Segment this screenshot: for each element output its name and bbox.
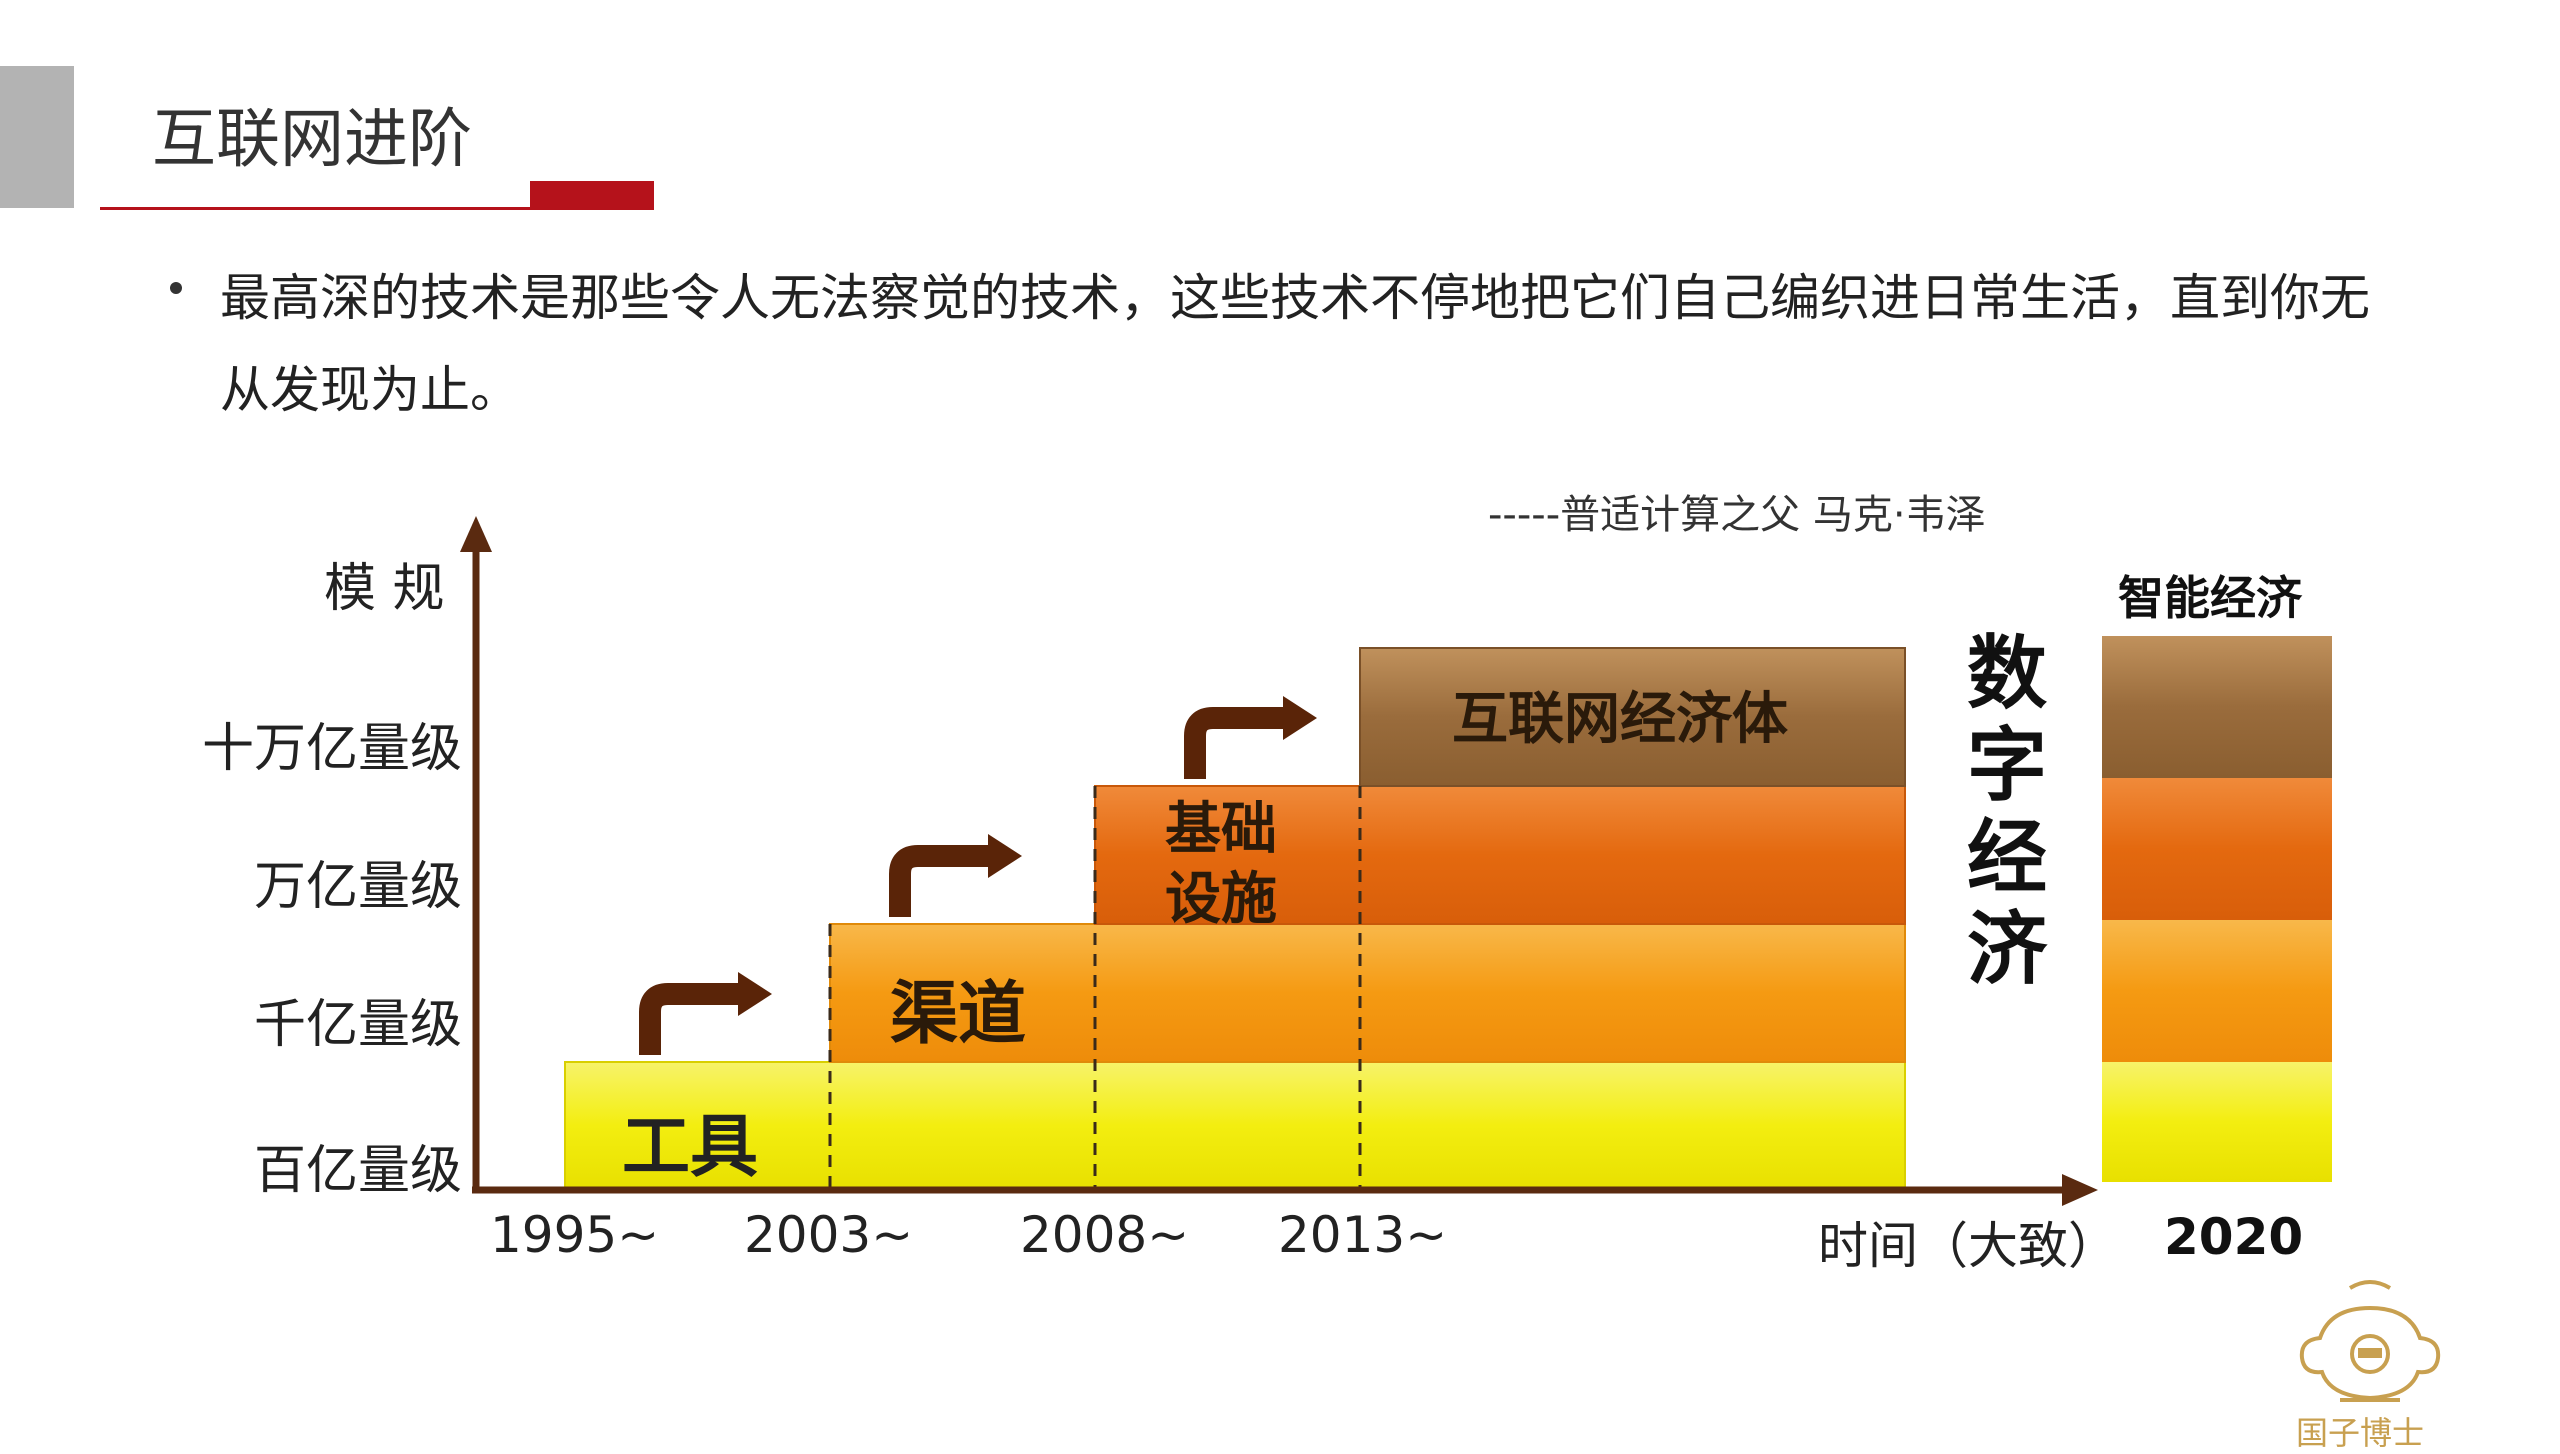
- y-label-billion: 百亿量级: [253, 1141, 462, 1201]
- digital-economy-label: 数字经济: [1967, 627, 2047, 996]
- smart-block-yellow: [2102, 1062, 2332, 1182]
- smart-block-orange: [2102, 920, 2332, 1062]
- step-arrow-2-head: [988, 834, 1022, 878]
- crest-icon: [2299, 1280, 2441, 1402]
- bullet-quote-text: 最高深的技术是那些令人无法察觉的技术，这些技术不停地把它们自己编织进日常生活，直…: [220, 269, 2370, 419]
- bullet-dot: [170, 282, 182, 294]
- step-arrow-2: [889, 845, 990, 917]
- stage-block-internet-economy: [1359, 647, 1906, 787]
- y-axis-arrowhead: [460, 516, 492, 552]
- stage-label-tools: 工具: [622, 1108, 758, 1187]
- x-label-2008: 2008~: [1020, 1206, 1190, 1264]
- y-label-trillion: 万亿量级: [253, 857, 462, 917]
- quote-attribution: -----普适计算之父 马克·韦泽: [1488, 492, 1986, 538]
- x-axis-arrowhead: [2062, 1174, 2098, 1206]
- smart-economy-title: 智能经济: [2118, 571, 2302, 625]
- stage-block-channels: [829, 923, 1906, 1063]
- y-axis-title: 模 规: [324, 559, 445, 619]
- title-underline: [100, 207, 530, 210]
- title-underline-accent: [530, 181, 654, 210]
- x-label-1995: 1995~: [490, 1206, 660, 1264]
- stage-block-infrastructure: [1094, 785, 1906, 925]
- side-accent-block: [0, 66, 74, 208]
- x-label-2013: 2013~: [1278, 1206, 1448, 1264]
- x-label-2003: 2003~: [744, 1206, 914, 1264]
- page-title: 互联网进阶: [152, 103, 472, 177]
- x-axis-title: 时间（大致）: [1818, 1217, 2118, 1275]
- smart-block-deep: [2102, 778, 2332, 920]
- step-arrow-3: [1184, 707, 1285, 779]
- logo-name: 国子博士: [2296, 1414, 2425, 1452]
- step-arrow-1: [639, 983, 740, 1055]
- step-arrow-3-head: [1283, 696, 1317, 740]
- y-label-10trillion: 十万亿量级: [201, 719, 462, 779]
- smart-block-brown: [2102, 636, 2332, 778]
- year-2020-label: 2020: [2164, 1208, 2304, 1266]
- stage-label-channels: 渠道: [890, 975, 1026, 1054]
- y-label-100billion: 千亿量级: [253, 995, 462, 1055]
- stage-label-infra-line2: 设施: [1165, 867, 1277, 932]
- stage-label-infra-line1: 基础: [1165, 797, 1277, 862]
- step-arrow-1-head: [738, 972, 772, 1016]
- stage-label-internet-economy: 互联网经济体: [1452, 687, 1788, 752]
- stage-block-tools: [564, 1061, 1906, 1190]
